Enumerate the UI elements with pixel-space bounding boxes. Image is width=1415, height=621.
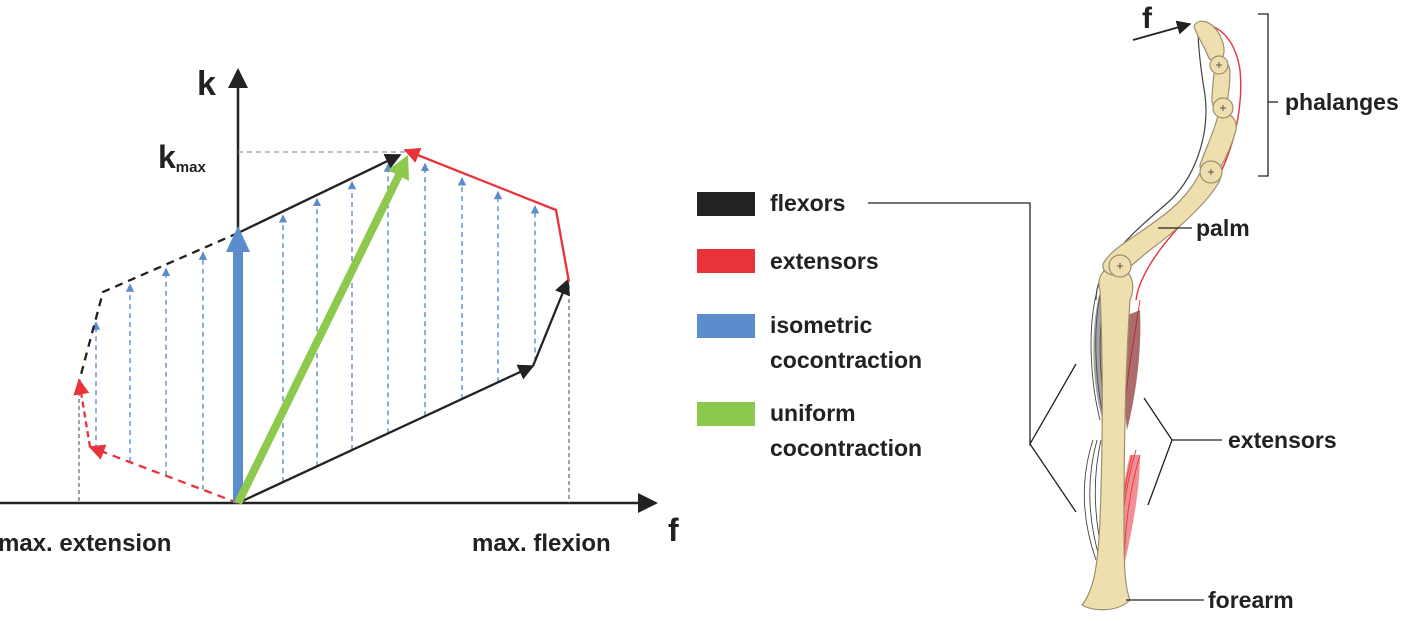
legend-swatch-flexors — [697, 192, 755, 216]
legend-label-flexors: flexors — [770, 190, 845, 216]
phalanges-bracket — [1258, 13, 1269, 177]
kmax-label: kmax — [158, 139, 206, 176]
flexors-leader-line — [868, 202, 1077, 447]
flexor-vector-left-dashed — [77, 231, 239, 383]
forearm-label: forearm — [1208, 587, 1294, 613]
flexors-leader-line-2 — [1029, 443, 1077, 513]
finger-anatomy-illustration: f phalanges palm extensors forearm — [868, 2, 1399, 613]
forearm-bone — [1081, 266, 1134, 611]
extensor-tendon — [1135, 25, 1242, 301]
legend-swatch-uniform — [697, 402, 755, 426]
legend-label-isometric: isometric cocontraction — [770, 312, 922, 373]
x-axis-label: f — [668, 512, 679, 548]
extensors-anatomy-label: extensors — [1228, 427, 1337, 453]
legend-swatch-extensors — [697, 249, 755, 273]
legend-swatch-isometric — [697, 314, 755, 338]
extensors-bracket-upper — [1143, 397, 1173, 441]
flexor-vector-right-2 — [531, 278, 570, 367]
max-extension-label: max. extension — [0, 530, 171, 557]
y-axis-label: k — [197, 65, 216, 103]
max-flexion-label: max. flexion — [472, 530, 611, 557]
isometric-cocontraction-arrowhead — [226, 226, 250, 252]
phalanges-label: phalanges — [1285, 89, 1399, 115]
uniform-cocontraction-arrowhead — [388, 155, 409, 181]
legend-label-extensors: extensors — [770, 248, 879, 274]
isometric-arrows — [91, 162, 540, 490]
extensor-vector-left-short — [73, 378, 92, 448]
legend-label-uniform: uniform cocontraction — [770, 400, 922, 461]
uniform-cocontraction-arrow — [234, 173, 403, 505]
extensors-bracket-lower — [1147, 439, 1173, 506]
extensor-belly-lower — [1119, 455, 1140, 580]
legend: flexors extensors isometric cocontraction… — [697, 190, 922, 461]
fingertip-force-label: f — [1142, 2, 1153, 35]
palm-label: palm — [1196, 215, 1250, 241]
joint-markers — [1117, 62, 1226, 269]
extensor-vector-left-dashed — [88, 444, 239, 505]
flexor-vector-right — [237, 364, 535, 505]
flexor-vector-top — [237, 153, 402, 235]
fingertip-force-arrow — [1132, 20, 1192, 41]
extensor-vector-top — [403, 147, 571, 283]
vector-graph: k kmax f max. extension max. flexion — [0, 65, 679, 557]
